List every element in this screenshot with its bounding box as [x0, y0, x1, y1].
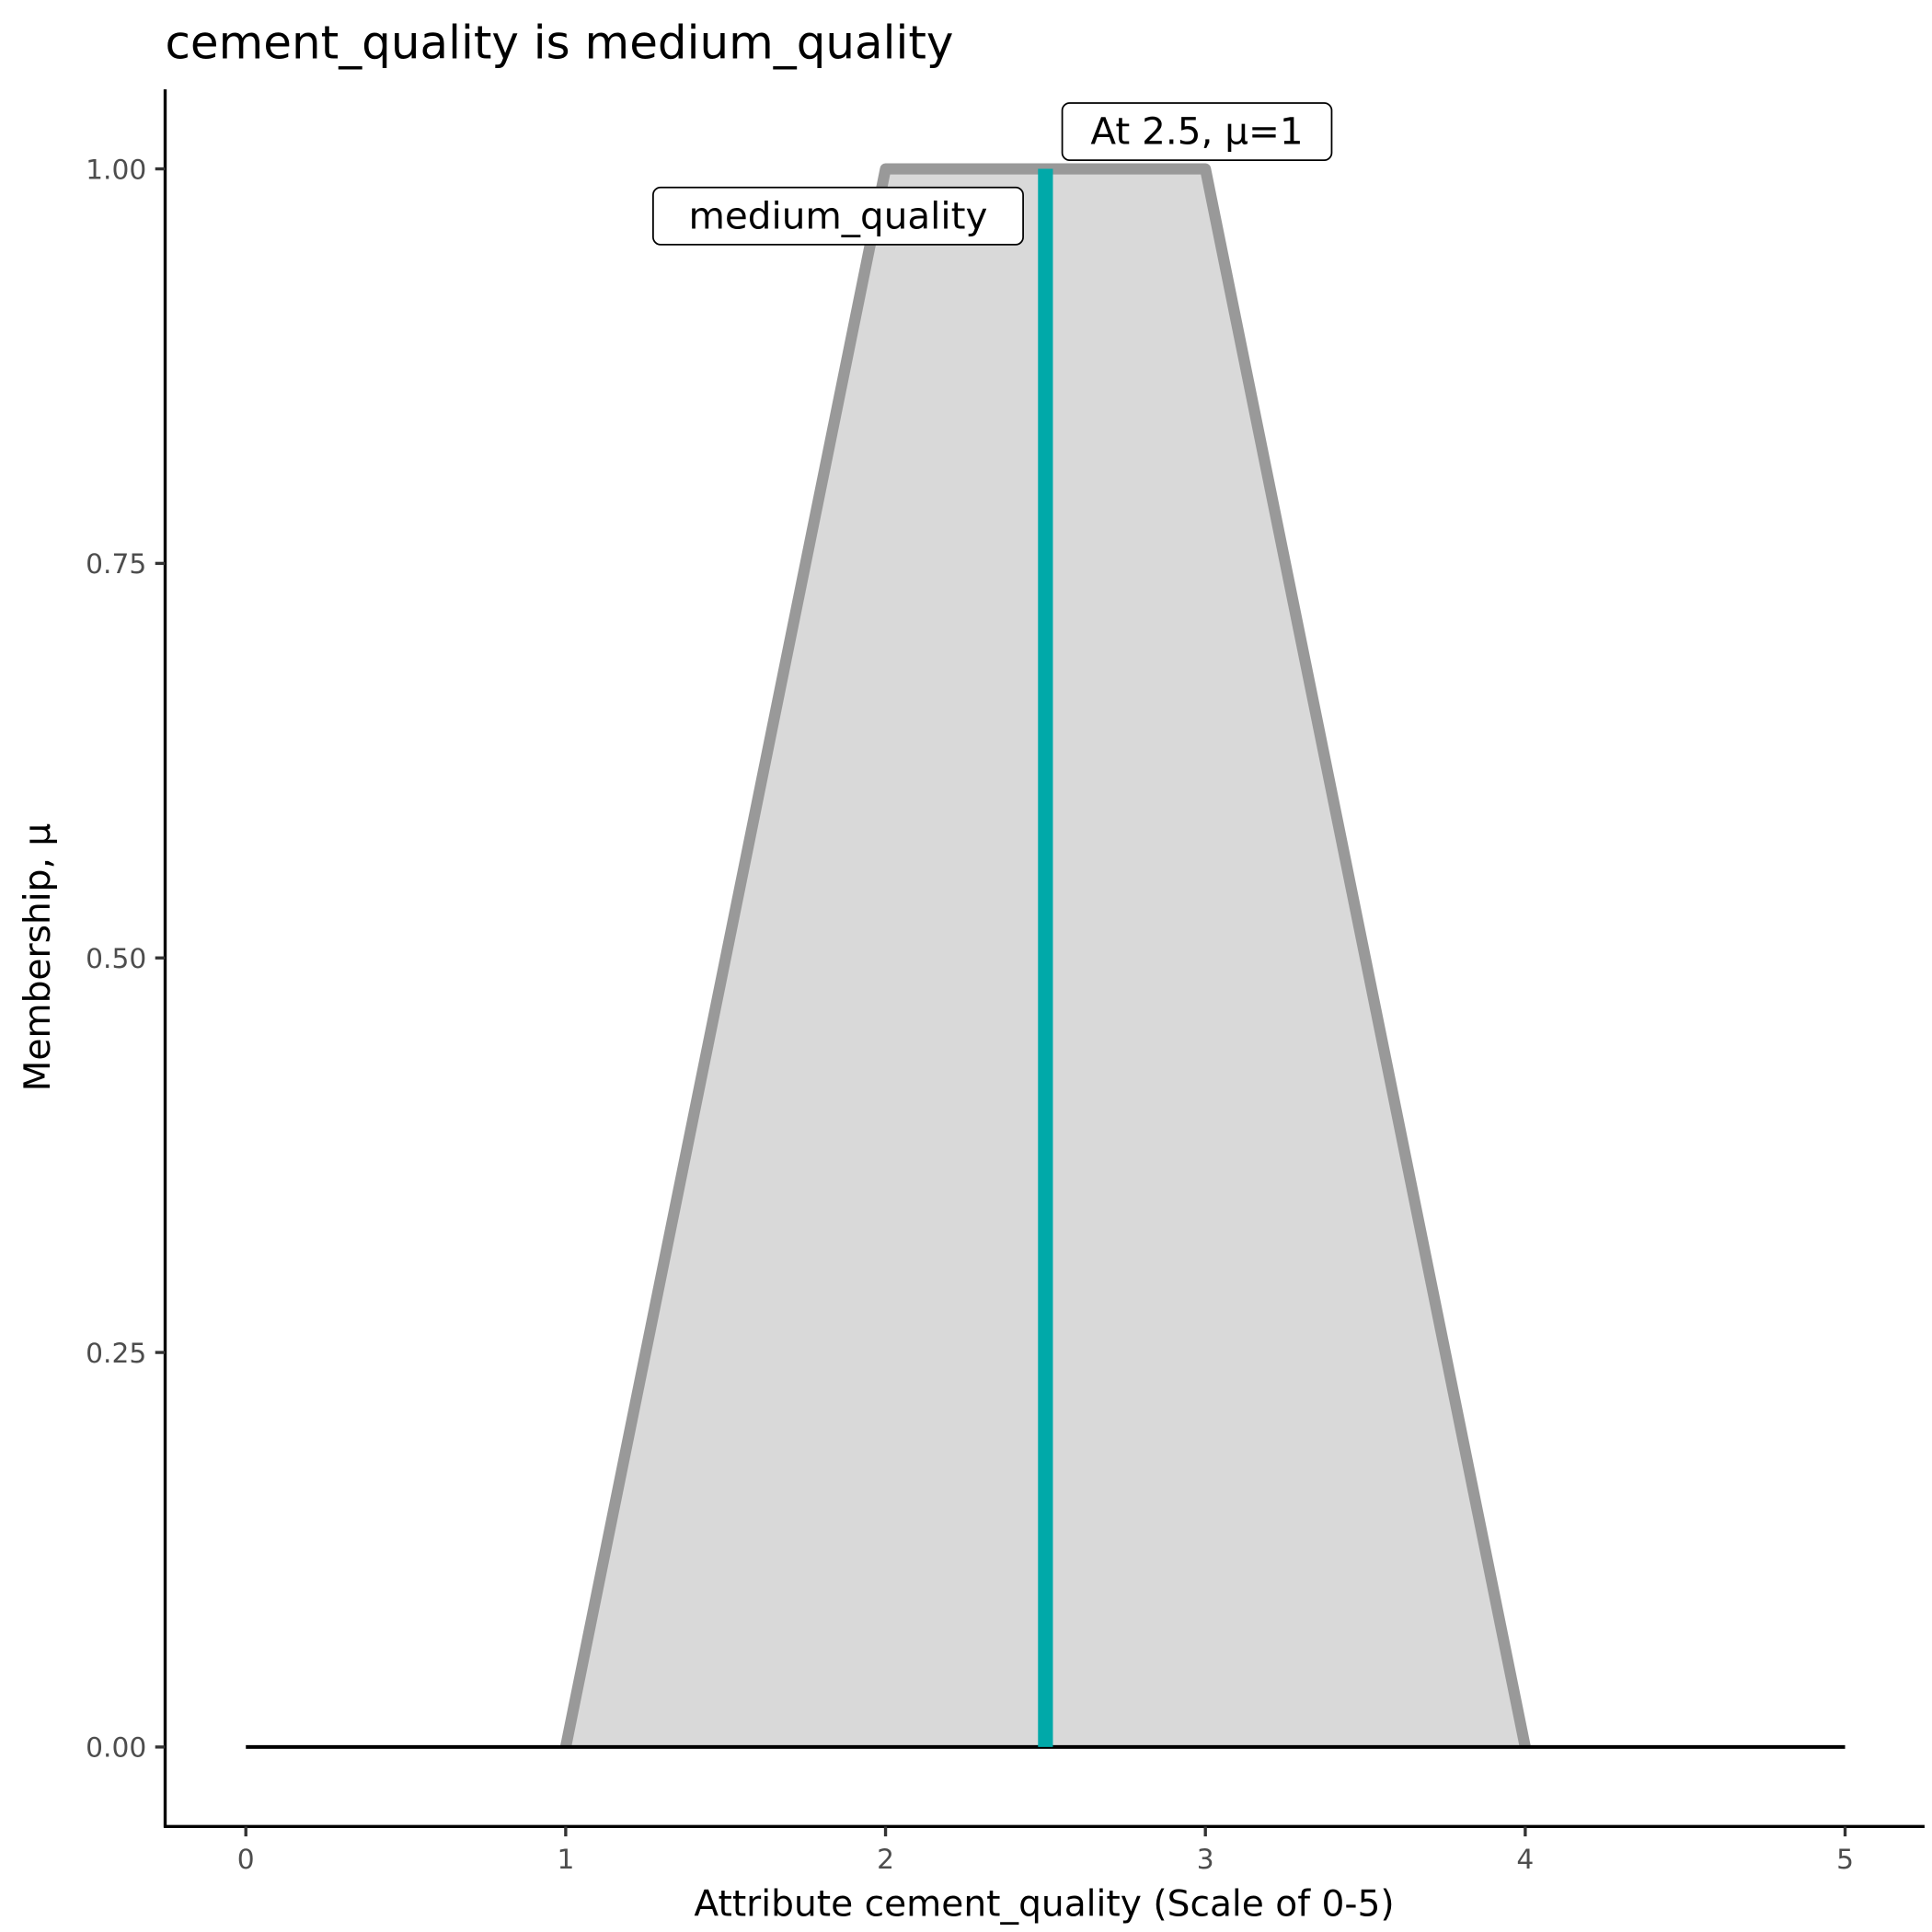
plot-area: medium_quality At 2.5, μ=1	[246, 102, 1846, 1749]
x-axis-ticks: 0 1 2 3 4 5	[237, 1826, 1854, 1876]
membership-label-text: medium_quality	[688, 193, 987, 237]
marker-label-text: At 2.5, μ=1	[1090, 109, 1303, 154]
x-tick-label: 0	[237, 1844, 255, 1876]
x-axis-title: Attribute cement_quality (Scale of 0-5)	[694, 1883, 1394, 1925]
membership-label-box	[652, 186, 1024, 246]
y-tick-label: 1.00	[86, 154, 146, 186]
x-tick-label: 1	[557, 1844, 574, 1876]
y-axis-title: Membership, μ	[17, 823, 59, 1092]
y-tick-label: 0.00	[86, 1732, 146, 1765]
y-tick-label: 0.50	[86, 943, 146, 975]
marker-label-box	[1061, 102, 1333, 161]
x-tick-label: 3	[1197, 1844, 1214, 1876]
y-tick-label: 0.75	[86, 548, 146, 581]
y-axis-ticks: 0.00 0.25 0.50 0.75 1.00	[86, 154, 166, 1765]
x-tick-label: 5	[1836, 1844, 1854, 1876]
chart-title: cement_quality is medium_quality	[165, 16, 953, 69]
marker-label: At 2.5, μ=1	[1061, 102, 1333, 161]
x-tick-label: 4	[1516, 1844, 1534, 1876]
y-tick-label: 0.25	[86, 1338, 146, 1370]
x-tick-label: 2	[877, 1844, 894, 1876]
membership-label: medium_quality	[652, 186, 1024, 246]
